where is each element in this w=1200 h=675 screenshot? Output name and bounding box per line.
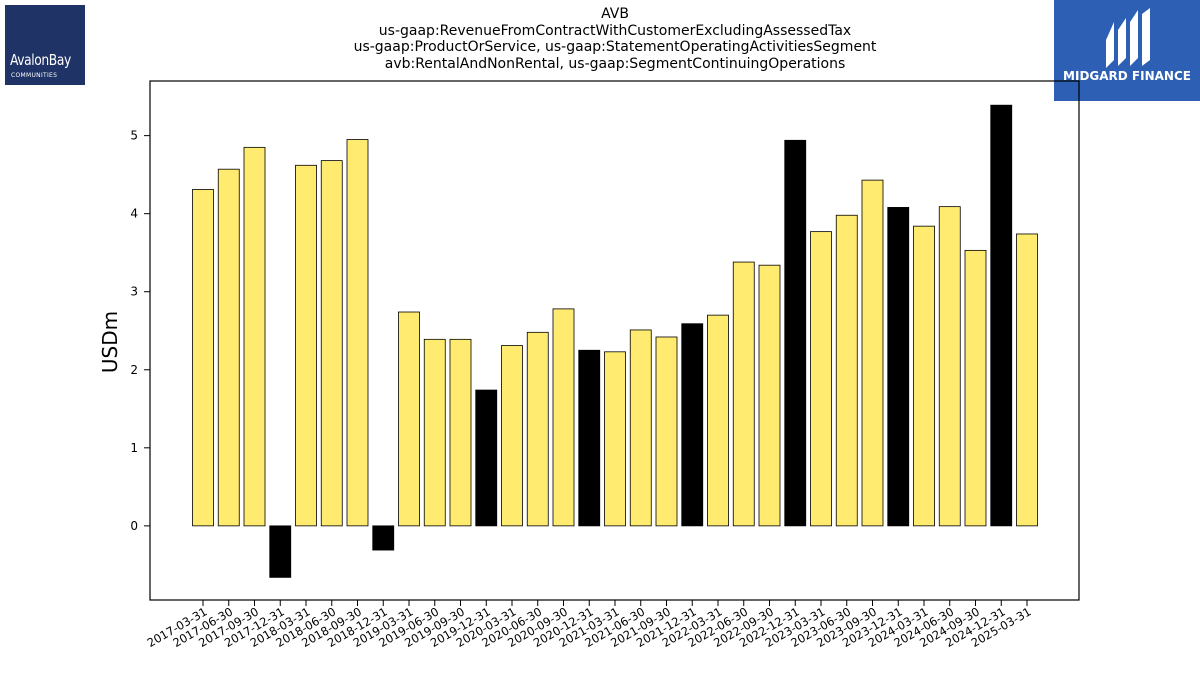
bars-layer xyxy=(192,104,1038,578)
bar xyxy=(835,214,858,527)
midgard-logo-name: MIDGARD FINANCE xyxy=(1063,69,1191,83)
bar xyxy=(964,249,987,527)
title-line-concept: us-gaap:RevenueFromContractWithCustomerE… xyxy=(378,22,852,39)
bar xyxy=(1016,233,1038,527)
avalonbay-logo: AvalonBay COMMUNITIES xyxy=(5,5,85,85)
bar xyxy=(295,164,317,527)
title-line-members: avb:RentalAndNonRental, us-gaap:SegmentC… xyxy=(384,55,846,72)
midgard-finance-logo: MIDGARD FINANCE xyxy=(1054,0,1200,101)
y-tick-label: 1 xyxy=(130,441,138,455)
bar xyxy=(604,351,626,527)
title-line-ticker: AVB xyxy=(601,6,629,22)
y-axis-label: USDm xyxy=(98,311,122,373)
bar xyxy=(217,168,240,527)
bar xyxy=(913,225,935,527)
y-tick-label: 2 xyxy=(130,363,138,377)
bar xyxy=(732,261,755,527)
bar xyxy=(938,206,961,527)
bar xyxy=(372,525,395,551)
bar xyxy=(861,179,884,527)
bar xyxy=(243,146,266,527)
chart-title: AVB us-gaap:RevenueFromContractWithCusto… xyxy=(150,6,1080,72)
bar xyxy=(320,160,343,527)
y-tick-label: 5 xyxy=(130,129,138,143)
bar xyxy=(784,139,807,527)
bar xyxy=(552,308,575,527)
title-line-axes: us-gaap:ProductOrService, us-gaap:Statem… xyxy=(353,39,877,55)
bar xyxy=(423,338,446,527)
avalonbay-logo-sub: COMMUNITIES xyxy=(11,72,58,79)
bar xyxy=(475,389,498,527)
x-axis: 2017-03-312017-06-302017-09-302017-12-31… xyxy=(145,600,1034,650)
bar xyxy=(346,139,369,527)
bar xyxy=(578,349,601,527)
bar xyxy=(449,338,472,527)
bar xyxy=(269,525,292,578)
bar xyxy=(758,264,781,527)
y-tick-label: 3 xyxy=(130,285,138,299)
y-axis: 0 1 2 3 4 5 xyxy=(130,129,150,533)
bar xyxy=(192,189,214,527)
y-tick-label: 4 xyxy=(130,207,138,221)
bar xyxy=(526,331,549,527)
bar xyxy=(501,345,523,527)
bar xyxy=(655,336,678,527)
bar xyxy=(681,323,704,527)
avalonbay-logo-name: AvalonBay xyxy=(10,51,71,69)
bar xyxy=(990,104,1013,527)
bar xyxy=(810,231,832,527)
bar xyxy=(887,207,910,527)
bar xyxy=(629,329,652,527)
bar xyxy=(707,314,729,527)
y-tick-label: 0 xyxy=(130,519,138,533)
midgard-mark-icon xyxy=(1106,8,1150,68)
bar xyxy=(398,311,420,527)
